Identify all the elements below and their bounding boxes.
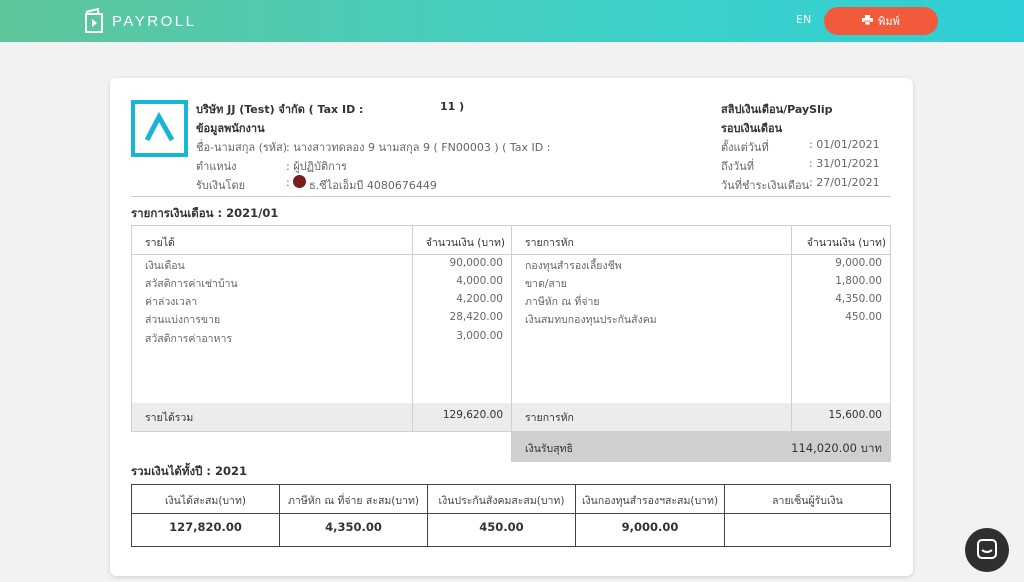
annual-value-tax: 4,350.00 [325,520,382,534]
annual-section-title: รวมเงินได้ทั้งปี : 2021 [131,464,247,478]
payment-prefix: : [286,176,290,189]
annual-value-social-security: 450.00 [479,520,524,534]
position-label: ตำแหน่ง [196,160,237,173]
column-divider [575,485,576,546]
net-pay-band [511,432,891,462]
deduction-item-amount: 450.00 [845,311,882,323]
income-item-amount: 90,000.00 [449,257,503,269]
print-button-label: พิมพ์ [878,15,900,28]
payment-method-label: รับเงินโดย [196,179,246,192]
income-item-label: สวัสดิการค่าอาหาร [145,333,233,345]
income-item-amount: 4,000.00 [456,275,503,287]
chat-launcher-button[interactable] [965,528,1009,572]
payment-method-value: ธ.ซีไอเอ็มบี 4080676449 [309,179,437,192]
deduction-item-amount: 9,000.00 [835,257,882,269]
employee-name-value: : นางสาวทดลอง 9 นามสกุล 9 ( FN00003 ) ( … [286,141,551,154]
position-value: : ผู้ปฏิบัติการ [286,160,347,173]
income-total-label: รายได้รวม [145,412,194,424]
payroll-logo-icon [84,7,106,35]
income-amount-header: จำนวนเงิน (บาท) [425,237,505,249]
income-total-amount: 129,620.00 [442,409,503,421]
annual-header-signature: ลายเซ็นผู้รับเงิน [772,495,843,507]
pay-date-value: : 27/01/2021 [809,176,880,189]
deduction-item-label: เงินสมทบกองทุนประกันสังคม [525,314,657,326]
payslip-title: สลิปเงินเดือน/PaySlip [721,103,833,116]
annual-header-social-security: เงินประกันสังคมสะสม(บาท) [438,495,565,507]
income-item-amount: 4,200.00 [456,293,503,305]
deduction-item-label: ขาด/สาย [525,278,567,290]
app-name: PAYROLL [112,12,197,30]
company-name: บริษัท JJ (Test) จำกัด ( Tax ID : [196,103,364,116]
company-tax-id-end: 11 ) [440,100,465,113]
deduction-amount-header: จำนวนเงิน (บาท) [806,237,886,249]
bank-cimb-icon [293,175,306,188]
deduction-item-label: กองทุนสำรองเลี้ยงชีพ [525,260,622,272]
language-switch[interactable]: EN [796,13,812,26]
column-divider [279,485,280,546]
company-logo [131,100,188,157]
period-start-label: ตั้งแต่วันที่ [721,141,769,154]
annual-value-income: 127,820.00 [169,520,242,534]
net-pay-label: เงินรับสุทธิ [525,443,573,455]
divider [131,196,891,197]
table-row-divider [132,513,890,514]
printer-icon [862,14,874,28]
income-item-label: เงินเดือน [145,260,185,272]
pay-date-label: วันที่ชำระเงินเดือน [721,179,810,192]
chat-bubble-icon [977,539,997,559]
print-button[interactable]: พิมพ์ [824,7,938,35]
app-logo[interactable]: PAYROLL [84,7,196,35]
income-item-label: ค่าล่วงเวลา [145,296,198,308]
column-divider [511,225,512,462]
income-item-label: สวัสดิการค่าเช่าบ้าน [145,278,238,290]
payslip-card: บริษัท JJ (Test) จำกัด ( Tax ID : 11 ) ข… [110,78,913,576]
income-item-label: ส่วนแบ่งการขาย [145,314,221,326]
deduction-item-amount: 1,800.00 [835,275,882,287]
annual-header-provident-fund: เงินกองทุนสำรองฯสะสม(บาท) [581,495,719,507]
column-divider [791,225,792,432]
annual-value-provident-fund: 9,000.00 [621,520,679,534]
annual-summary-table: เงินได้สะสม(บาท) ภาษีหัก ณ ที่จ่าย สะสม(… [131,484,891,547]
pay-cycle-title: รอบเงินเดือน [721,122,783,135]
deduction-item-label: ภาษีหัก ณ ที่จ่าย [525,296,600,308]
deduction-header: รายการหัก [525,237,574,249]
income-item-amount: 3,000.00 [456,330,503,342]
annual-header-tax: ภาษีหัก ณ ที่จ่าย สะสม(บาท) [288,495,419,507]
employee-section-title: ข้อมูลพนักงาน [196,122,265,135]
income-item-amount: 28,420.00 [449,311,503,323]
period-start-value: : 01/01/2021 [809,138,880,151]
column-divider [427,485,428,546]
period-end-value: : 31/01/2021 [809,157,880,170]
deduction-item-amount: 4,350.00 [835,293,882,305]
column-divider [724,485,725,546]
salary-section-title: รายการเงินเดือน : 2021/01 [131,206,279,220]
column-divider [412,225,413,432]
top-bar: PAYROLL EN พิมพ์ [0,0,1024,42]
net-pay-amount: 114,020.00 บาท [791,441,882,455]
employee-name-label: ชื่อ-นามสกุล (รหัส) [196,141,288,154]
annual-header-income: เงินได้สะสม(บาท) [164,495,247,507]
deduction-total-amount: 15,600.00 [828,409,882,421]
income-header: รายได้ [145,237,175,249]
period-end-label: ถึงวันที่ [721,160,754,173]
deduction-total-label: รายการหัก [525,412,574,424]
